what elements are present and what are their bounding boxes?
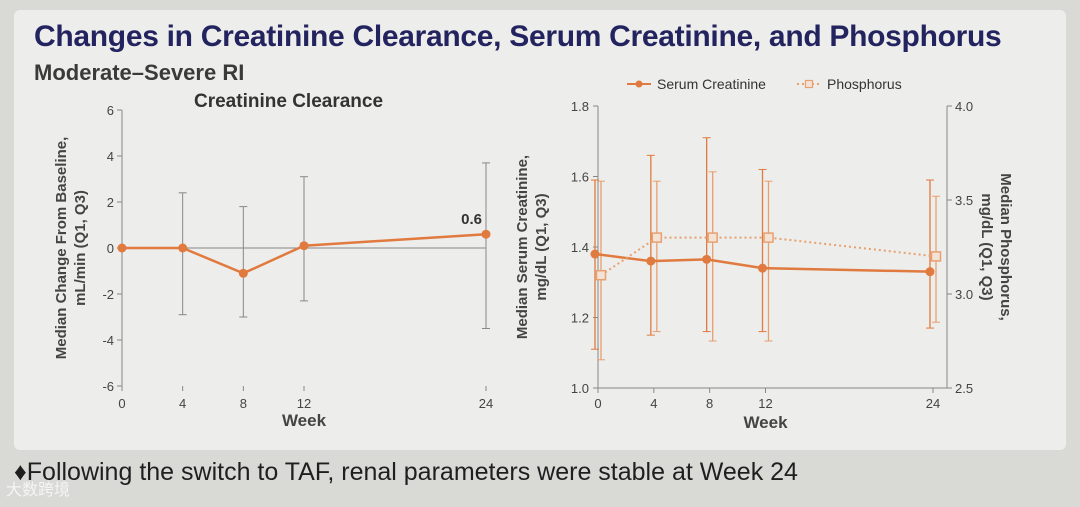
- y-axis-label-line: mL/min (Q1, Q3): [72, 190, 89, 306]
- y2-tick-label: 2.5: [955, 381, 973, 396]
- x-tick-label: 4: [179, 396, 186, 411]
- legend-marker: [635, 80, 643, 88]
- chart-title: Creatinine Clearance: [194, 91, 383, 112]
- slide-title: Changes in Creatinine Clearance, Serum C…: [34, 20, 1002, 53]
- legend-marker: [804, 79, 814, 89]
- y-axis-label-line: mg/dL (Q1, Q3): [533, 193, 550, 300]
- data-point: [702, 254, 712, 264]
- data-point: [590, 249, 600, 259]
- data-point: [651, 232, 663, 243]
- y2-tick-label: 3.5: [955, 193, 973, 208]
- data-point: [299, 241, 309, 251]
- y-axis-label-line: Median Change From Baseline,: [53, 137, 70, 360]
- data-point: [763, 232, 774, 243]
- data-point: [646, 256, 656, 266]
- y-tick-label: 1.8: [571, 99, 589, 114]
- data-point: [595, 269, 607, 281]
- x-tick-label: 12: [297, 396, 311, 411]
- data-point: [930, 251, 942, 262]
- y2-axis-label: Median Phosphorus,mg/dL (Q1, Q3): [978, 173, 1014, 321]
- data-point: [481, 229, 491, 239]
- data-point: [758, 263, 767, 273]
- y-axis-label: Median Change From Baseline, mL/min (Q1, …: [53, 137, 89, 360]
- data-point: [117, 243, 127, 253]
- legend-label: Phosphorus: [827, 76, 902, 92]
- legend-label: Serum Creatinine: [657, 76, 766, 92]
- x-axis-label: Week: [282, 411, 327, 430]
- y-tick-label: 6: [107, 103, 114, 118]
- y-tick-label: 1.4: [571, 240, 589, 255]
- x-tick-label: 4: [650, 396, 657, 411]
- data-point: [925, 267, 935, 277]
- series-line-phosphorus: [600, 236, 937, 277]
- y2-tick-label: 3.0: [955, 287, 973, 302]
- data-point: [178, 243, 188, 253]
- data-label: 0.6: [461, 211, 482, 228]
- x-tick-label: 8: [240, 396, 247, 411]
- x-axis-label: Week: [743, 413, 788, 432]
- y-tick-label: 0: [107, 241, 114, 256]
- y2-axis-label-line: mg/dL (Q1, Q3): [978, 193, 995, 300]
- data-point: [707, 232, 718, 243]
- y-tick-label: 4: [107, 149, 114, 164]
- x-tick-label: 0: [118, 396, 125, 411]
- slide-subtitle: Moderate–Severe RI: [34, 60, 245, 85]
- y-tick-label: 1.6: [571, 170, 589, 185]
- y-tick-label: -4: [102, 333, 114, 348]
- slide-panel: [14, 10, 1066, 450]
- summary-text: Following the switch to TAF, renal param…: [26, 458, 798, 486]
- y-axis-label-line: Median Serum Creatinine,: [514, 155, 531, 339]
- y2-axis-label-line: Median Phosphorus,: [997, 173, 1014, 321]
- data-point: [238, 268, 248, 278]
- x-tick-label: 0: [594, 396, 601, 411]
- summary-bullet: ♦Following the switch to TAF, renal para…: [14, 458, 798, 487]
- x-tick-label: 8: [706, 396, 713, 411]
- bullet-marker: ♦: [14, 458, 27, 486]
- x-tick-label: 24: [479, 396, 493, 411]
- watermark: 大数跨境: [6, 482, 71, 499]
- y-tick-label: -6: [102, 379, 114, 394]
- x-tick-label: 24: [926, 396, 940, 411]
- y-tick-label: 1.0: [571, 381, 589, 396]
- x-tick-label: 12: [758, 396, 772, 411]
- y-tick-label: 2: [107, 195, 114, 210]
- y-tick-label: 1.2: [571, 311, 589, 326]
- serum-creatinine-phosphorus-chart: 1.0 1.2 1.4 1.6 1.8 2.5 3.0 3.5 4.0 0 4 8 12 24 Week Me…: [514, 76, 1014, 432]
- y-tick-label: -2: [102, 287, 114, 302]
- y-axis-label: Median Serum Creatinine, mg/dL (Q1, Q3): [514, 155, 550, 339]
- y2-tick-label: 4.0: [955, 99, 973, 114]
